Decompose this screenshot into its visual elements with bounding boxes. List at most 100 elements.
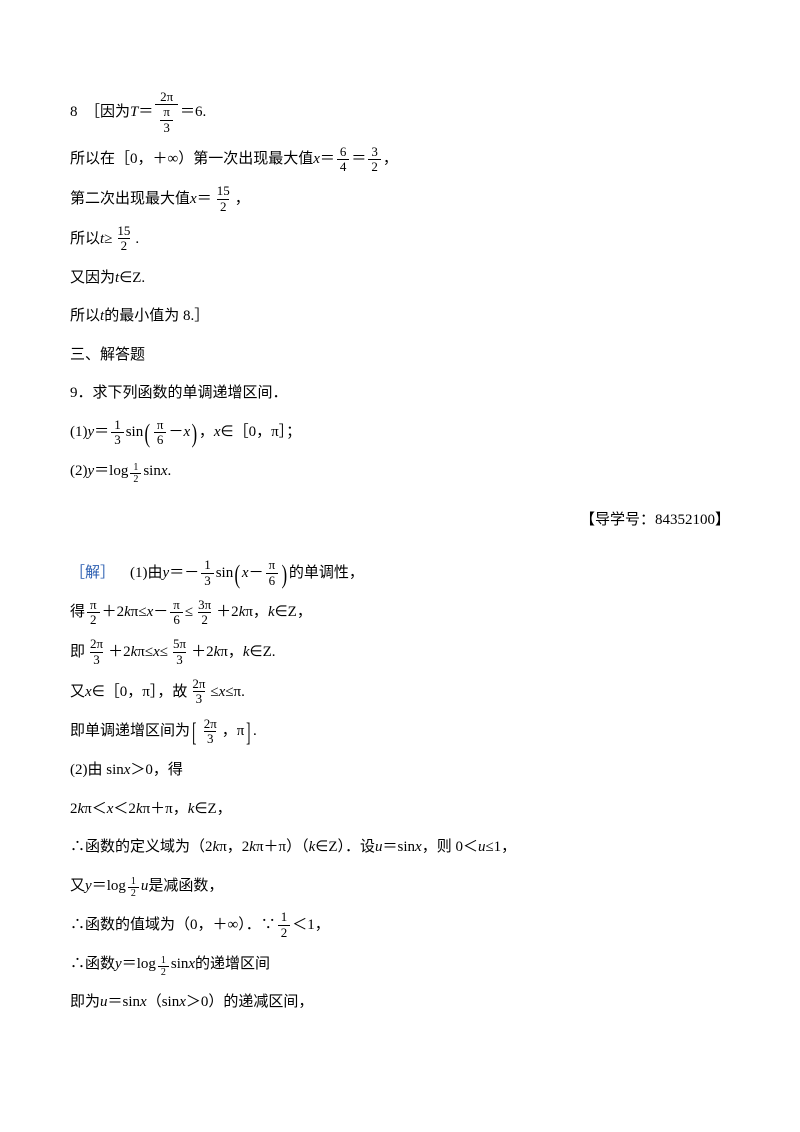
line-9-1: (1) y ＝ 13 sin ( π6 － x ) ， x ∈［0，π］； — [70, 418, 730, 448]
num: 15 — [214, 184, 233, 198]
var-k: k — [124, 598, 131, 627]
num: π — [170, 598, 183, 612]
line-9-2: (2) y ＝log 12 sin x . — [70, 457, 730, 486]
frac: 64 — [337, 145, 350, 175]
paren-right-icon: ) — [282, 562, 288, 588]
num: 15 — [114, 224, 133, 238]
solution-line-11: ∴函数 y ＝log 12 sin x 的递增区间 — [70, 950, 730, 979]
var-x: x — [214, 418, 221, 447]
solution-line-7: 2 k π＜ x ＜2 k π＋π， k ∈Z， — [70, 795, 730, 824]
var-y: y — [85, 872, 92, 901]
bracket-left-icon: [ — [192, 720, 196, 746]
t: 所以在［0，＋∞）第一次出现最大值 — [70, 145, 313, 174]
num: 2π — [87, 637, 106, 651]
var-T: T — [130, 98, 138, 127]
var-x: x — [124, 756, 131, 785]
den: 6 — [170, 612, 183, 627]
paren-left-icon: ( — [235, 562, 241, 588]
t: － — [249, 559, 264, 588]
t: ＝sin — [383, 833, 416, 862]
den: 3 — [160, 120, 173, 135]
frac: π2 — [87, 598, 100, 628]
solution-line-12: 即为 u ＝sin x （sin x ＞0）的递减区间， — [70, 988, 730, 1017]
t: ∈Z， — [194, 795, 231, 824]
t: ≤1， — [485, 833, 516, 862]
den: 2 — [130, 473, 141, 485]
line-4: 所以 t ≥ 152 . — [70, 224, 730, 254]
t: π， — [220, 638, 243, 667]
t: 第二次出现最大值 — [70, 185, 190, 214]
var-x: x — [188, 950, 195, 979]
t: 三、解答题 — [70, 341, 145, 370]
num: 1 — [130, 462, 141, 473]
t: ∈Z. — [119, 264, 145, 293]
t: sin — [216, 559, 234, 588]
var-x: x — [219, 678, 226, 707]
t: ＜2 — [113, 795, 136, 824]
t: 所以 — [70, 302, 100, 331]
t: － — [168, 418, 183, 447]
t: 9．求下列函数的单调递增区间． — [70, 379, 288, 408]
var-y: y — [88, 418, 95, 447]
t: ≤π. — [225, 678, 245, 707]
t: π＋π）（ — [256, 833, 309, 862]
num: 6 — [337, 145, 350, 159]
t: π， — [245, 598, 268, 627]
line-1: 8 ［因为 T ＝ 2π π 3 ＝6. — [70, 90, 730, 135]
var-k: k — [309, 833, 316, 862]
num: 1 — [201, 558, 214, 572]
t: ∈Z）．设 — [315, 833, 375, 862]
num: 2π — [157, 90, 176, 104]
frac: 2π3 — [201, 717, 220, 747]
var-x: x — [85, 678, 92, 707]
den: 3 — [201, 573, 214, 588]
var-k: k — [188, 795, 195, 824]
num: 2π — [201, 717, 220, 731]
solution-line-9: 又 y ＝log 12 u 是减函数， — [70, 872, 730, 901]
num: π — [160, 105, 173, 119]
t: sin — [126, 418, 144, 447]
frac: 3π2 — [195, 598, 214, 628]
t: ≤ — [210, 678, 218, 707]
t: ， — [235, 185, 250, 214]
solution-line-4: 又 x ∈［0，π］，故 2π3 ≤ x ≤π. — [70, 677, 730, 707]
var-u: u — [100, 988, 108, 1017]
den: 3 — [204, 731, 217, 746]
t: (1)由 — [115, 559, 163, 588]
solution-line-1: ［解］ (1)由 y ＝－ 13 sin ( x － π6 ) 的单调性， — [70, 558, 730, 588]
t: ， — [383, 145, 398, 174]
t: 的最小值为 8.］ — [104, 302, 209, 331]
t: ∴函数 — [70, 950, 115, 979]
t: ＝6. — [180, 98, 206, 127]
frac: π6 — [266, 558, 279, 588]
t: 的单调性， — [289, 559, 364, 588]
t: ∈Z， — [275, 598, 312, 627]
t: ∴函数的值域为（0，＋∞）．∵ — [70, 911, 276, 940]
t: (1) — [70, 418, 88, 447]
den: 3 — [90, 652, 103, 667]
line-2: 所以在［0，＋∞）第一次出现最大值 x ＝ 64 ＝ 32 ， — [70, 145, 730, 175]
var-k: k — [131, 638, 138, 667]
t: ，则 0＜ — [422, 833, 478, 862]
frac: 2π3 — [189, 677, 208, 707]
t: 又因为 — [70, 264, 115, 293]
t: ≤ — [185, 598, 193, 627]
t: 的递增区间 — [195, 950, 270, 979]
t: 又 — [70, 872, 85, 901]
solution-line-8: ∴函数的定义域为（2 k π，2 k π＋π）（ k ∈Z）．设 u ＝sin … — [70, 833, 730, 862]
frac: 2π3 — [87, 637, 106, 667]
t: π＜ — [84, 795, 107, 824]
t: ＋2 — [102, 598, 125, 627]
frac: 152 — [114, 224, 133, 254]
frac: 32 — [368, 145, 381, 175]
t: π≤ — [137, 638, 153, 667]
frac: 13 — [201, 558, 214, 588]
t: ∈Z. — [250, 638, 276, 667]
num: 3 — [368, 145, 381, 159]
t: π≤ — [131, 598, 147, 627]
var-u: u — [375, 833, 383, 862]
t: (2)由 sin — [70, 756, 124, 785]
den: 6 — [266, 573, 279, 588]
den: 2 — [158, 966, 169, 978]
t: ＝ — [197, 185, 212, 214]
